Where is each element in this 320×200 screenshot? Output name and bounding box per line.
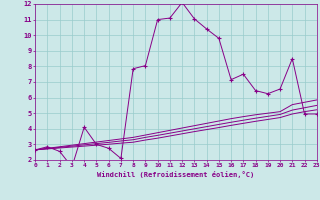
X-axis label: Windchill (Refroidissement éolien,°C): Windchill (Refroidissement éolien,°C) <box>97 171 255 178</box>
